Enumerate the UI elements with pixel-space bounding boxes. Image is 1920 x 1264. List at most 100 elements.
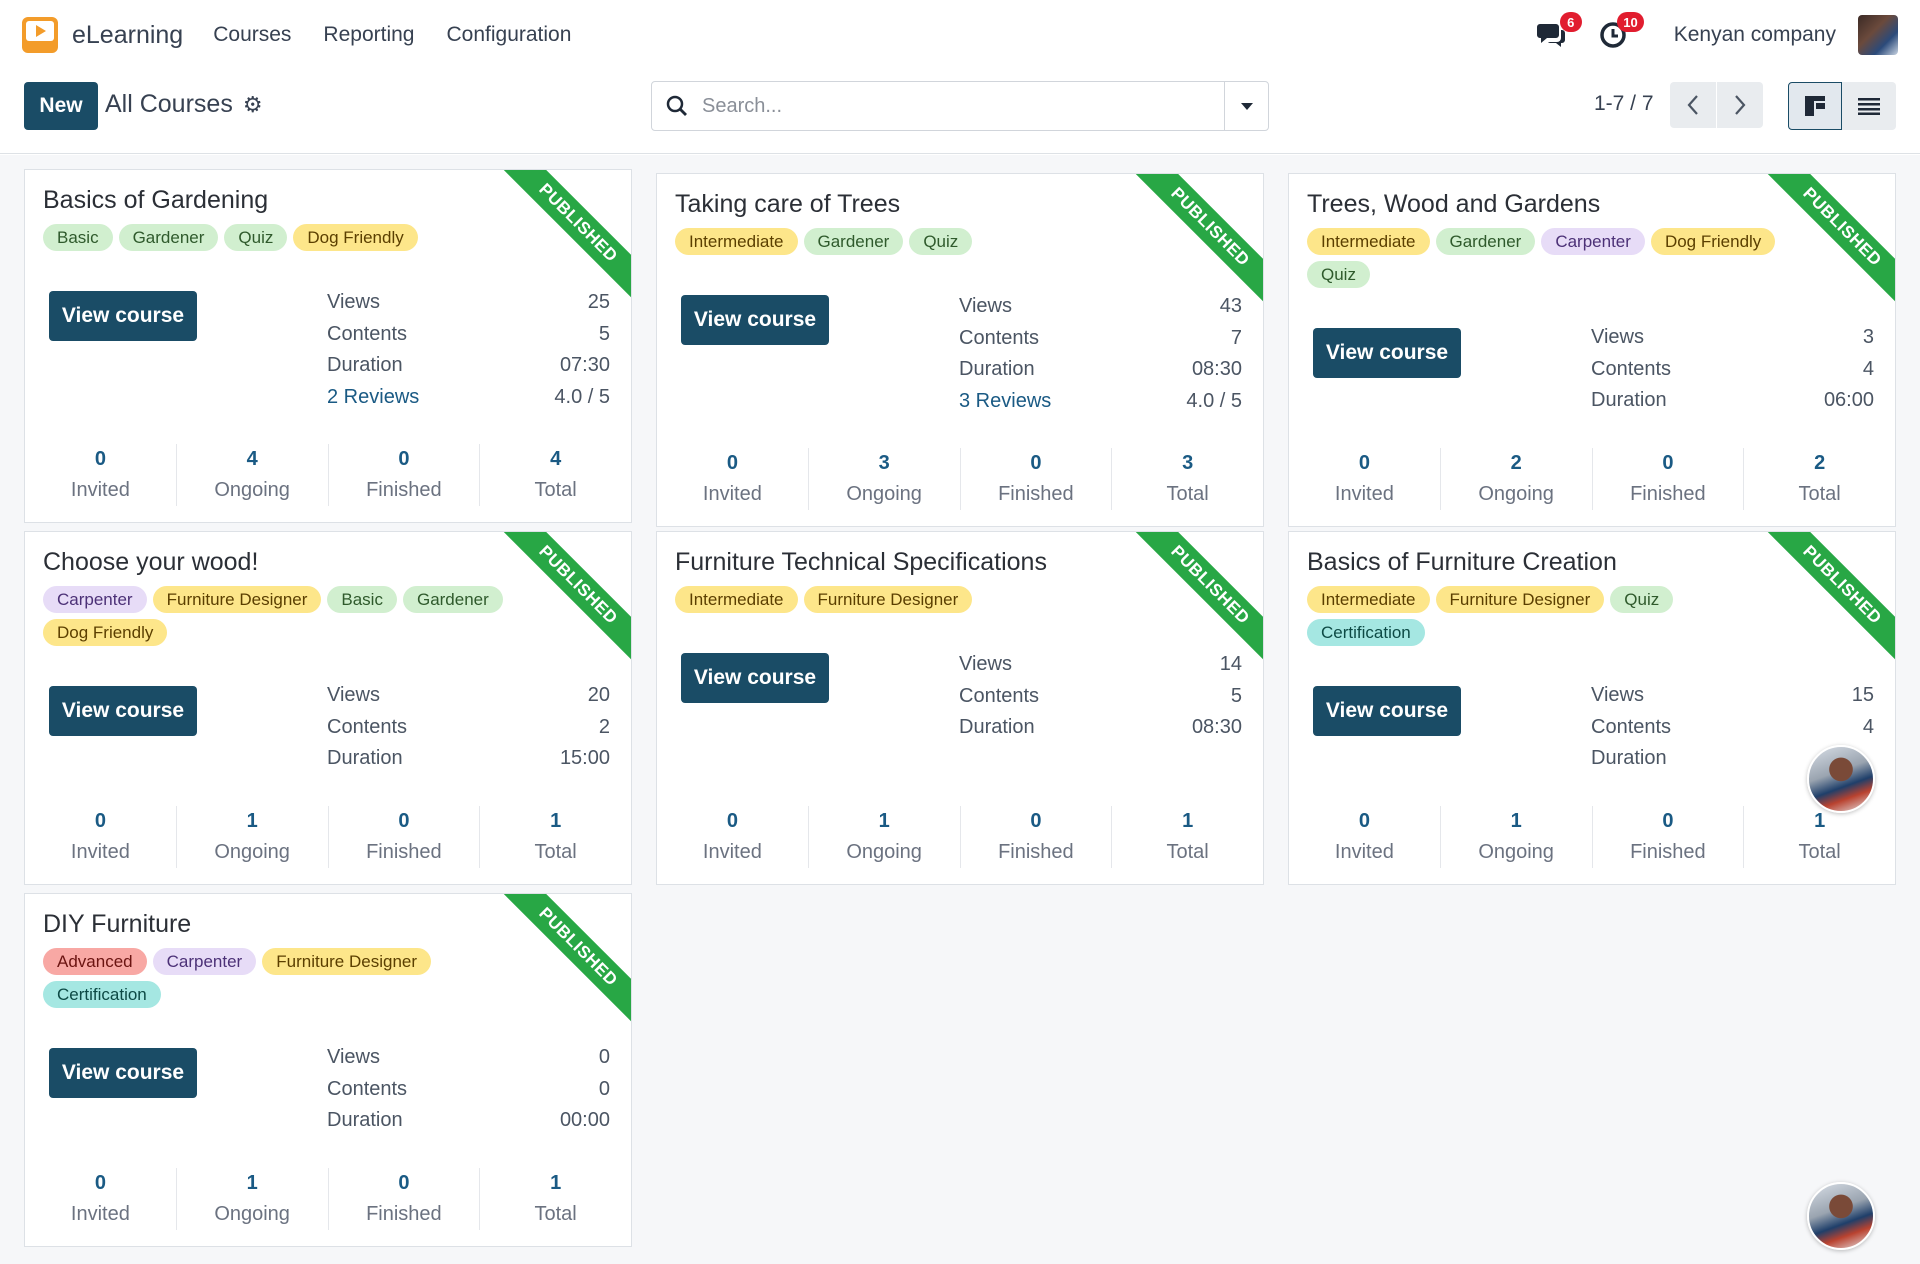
counter-ongoing[interactable]: 1 Ongoing	[807, 806, 960, 868]
counter-invited[interactable]: 0 Invited	[1289, 806, 1440, 868]
counter-ongoing[interactable]: 1 Ongoing	[1439, 806, 1592, 868]
user-avatar[interactable]	[1858, 15, 1898, 55]
stat-label[interactable]: 3 Reviews	[959, 389, 1052, 412]
counter-invited[interactable]: 0 Invited	[25, 806, 176, 868]
stat-value: 06:00	[1823, 389, 1874, 411]
course-card[interactable]: PUBLISHED Basics of Gardening Basic Gardene…	[24, 169, 632, 523]
course-title[interactable]: Furniture Technical Specifications	[675, 548, 1047, 576]
stat-row-duration: Duration 06:00	[1591, 385, 1874, 417]
search-input[interactable]	[702, 94, 1224, 118]
counter-finished[interactable]: 0 Finished	[1591, 448, 1744, 510]
attendee-counters: 0 Invited 1 Ongoing 0 Finished 1 Total	[25, 806, 631, 868]
counter-ongoing[interactable]: 2 Ongoing	[1439, 448, 1592, 510]
counter-invited[interactable]: 0 Invited	[657, 448, 808, 510]
search-options-toggle[interactable]	[1224, 82, 1268, 130]
course-card[interactable]: PUBLISHED Basics of Furniture Creation Int…	[1288, 531, 1896, 885]
course-title[interactable]: Trees, Wood and Gardens	[1307, 190, 1601, 218]
counter-finished[interactable]: 0 Finished	[327, 806, 480, 868]
stat-value: 43	[1219, 295, 1242, 317]
view-course-button[interactable]: View course	[681, 295, 829, 345]
kanban-view-button[interactable]	[1788, 82, 1842, 130]
counter-label: Finished	[366, 479, 442, 501]
list-view-button[interactable]	[1842, 82, 1896, 130]
stat-value: 08:30	[1191, 358, 1242, 380]
counter-number: 0	[1030, 810, 1042, 832]
tag-certification: Certification	[43, 981, 161, 1008]
stat-label: Contents	[327, 1077, 408, 1100]
menu-configuration[interactable]: Configuration	[446, 23, 572, 46]
attendee-counters: 0 Invited 1 Ongoing 0 Finished 1 Total	[1289, 806, 1895, 868]
course-title[interactable]: Taking care of Trees	[675, 190, 901, 218]
course-card[interactable]: PUBLISHED DIY Furniture Advanced Carpenter F…	[24, 893, 632, 1247]
counter-total[interactable]: 4 Total	[479, 444, 631, 506]
course-card[interactable]: PUBLISHED Taking care of Trees Intermediat…	[656, 173, 1264, 527]
course-card[interactable]: PUBLISHED Trees, Wood and Gardens Intermed…	[1288, 173, 1896, 527]
menu-courses[interactable]: Courses	[213, 23, 292, 46]
counter-invited[interactable]: 0 Invited	[1289, 448, 1440, 510]
counter-total[interactable]: 1 Total	[479, 1168, 631, 1230]
counter-finished[interactable]: 0 Finished	[959, 806, 1112, 868]
pager-value[interactable]: 1-7 / 7	[1594, 92, 1654, 115]
attendee-counters: 0 Invited 1 Ongoing 0 Finished 1 Total	[25, 1168, 631, 1230]
view-course-button[interactable]: View course	[681, 653, 829, 703]
course-title[interactable]: Basics of Gardening	[43, 186, 269, 214]
counter-finished[interactable]: 0 Finished	[327, 1168, 480, 1230]
counter-finished[interactable]: 0 Finished	[959, 448, 1112, 510]
course-stats: Views 20 Contents 2 Duration 15:00	[327, 680, 610, 775]
counter-label: Ongoing	[214, 1203, 290, 1225]
new-button[interactable]: New	[24, 82, 98, 130]
attendee-counters: 0 Invited 3 Ongoing 0 Finished 3 Total	[657, 448, 1263, 510]
course-card[interactable]: PUBLISHED Furniture Technical Specificati…	[656, 531, 1264, 885]
elearning-app-icon[interactable]	[22, 17, 58, 53]
counter-label: Total	[534, 841, 577, 863]
counter-label: Finished	[366, 1203, 442, 1225]
view-course-button[interactable]: View course	[1313, 686, 1461, 736]
counter-ongoing[interactable]: 3 Ongoing	[807, 448, 960, 510]
counter-ongoing[interactable]: 1 Ongoing	[175, 806, 328, 868]
counter-number: 0	[94, 448, 106, 470]
counter-total[interactable]: 3 Total	[1111, 448, 1263, 510]
pager-previous-button[interactable]	[1670, 82, 1716, 128]
view-course-button[interactable]: View course	[49, 1048, 197, 1098]
counter-finished[interactable]: 0 Finished	[1591, 806, 1744, 868]
stat-row-views: Views 14	[959, 649, 1242, 681]
counter-total[interactable]: 2 Total	[1743, 448, 1895, 510]
counter-number: 2	[1510, 452, 1522, 474]
counter-number: 3	[878, 452, 890, 474]
counter-label: Ongoing	[1478, 483, 1554, 505]
course-title[interactable]: Basics of Furniture Creation	[1307, 548, 1617, 576]
counter-total[interactable]: 1 Total	[1111, 806, 1263, 868]
stat-row-contents: Contents 5	[327, 319, 610, 351]
counter-label: Finished	[366, 841, 442, 863]
counter-finished[interactable]: 0 Finished	[327, 444, 480, 506]
course-title[interactable]: Choose your wood!	[43, 548, 259, 576]
counter-total[interactable]: 1 Total	[1743, 806, 1895, 868]
counter-ongoing[interactable]: 4 Ongoing	[175, 444, 328, 506]
counter-total[interactable]: 1 Total	[479, 806, 631, 868]
counter-invited[interactable]: 0 Invited	[657, 806, 808, 868]
counter-ongoing[interactable]: 1 Ongoing	[175, 1168, 328, 1230]
course-responsible-avatar[interactable]	[1807, 1182, 1875, 1250]
course-title[interactable]: DIY Furniture	[43, 910, 192, 938]
view-course-button[interactable]: View course	[1313, 328, 1461, 378]
stat-label[interactable]: 2 Reviews	[327, 385, 420, 408]
counter-invited[interactable]: 0 Invited	[25, 1168, 176, 1230]
stat-label: Views	[1591, 326, 1644, 348]
messages-button[interactable]: 6	[1534, 12, 1582, 52]
view-course-button[interactable]: View course	[49, 291, 197, 341]
caret-down-icon	[1240, 103, 1253, 110]
company-switcher[interactable]: Kenyan company	[1673, 23, 1836, 46]
activities-button[interactable]: 10	[1596, 12, 1644, 52]
counter-invited[interactable]: 0 Invited	[25, 444, 176, 506]
course-responsible-avatar[interactable]	[1807, 745, 1875, 813]
pager-next-button[interactable]	[1717, 82, 1763, 128]
stat-label: Duration	[327, 1109, 403, 1131]
view-course-button[interactable]: View course	[49, 686, 197, 736]
counter-label: Total	[1798, 483, 1841, 505]
stat-row-views: Views 25	[327, 287, 610, 319]
course-card[interactable]: PUBLISHED Choose your wood! Carpenter Furni…	[24, 531, 632, 885]
counter-label: Total	[534, 479, 577, 501]
gear-icon[interactable]: ⚙	[242, 91, 263, 117]
menu-reporting[interactable]: Reporting	[323, 23, 415, 46]
app-brand[interactable]: eLearning	[72, 20, 184, 49]
